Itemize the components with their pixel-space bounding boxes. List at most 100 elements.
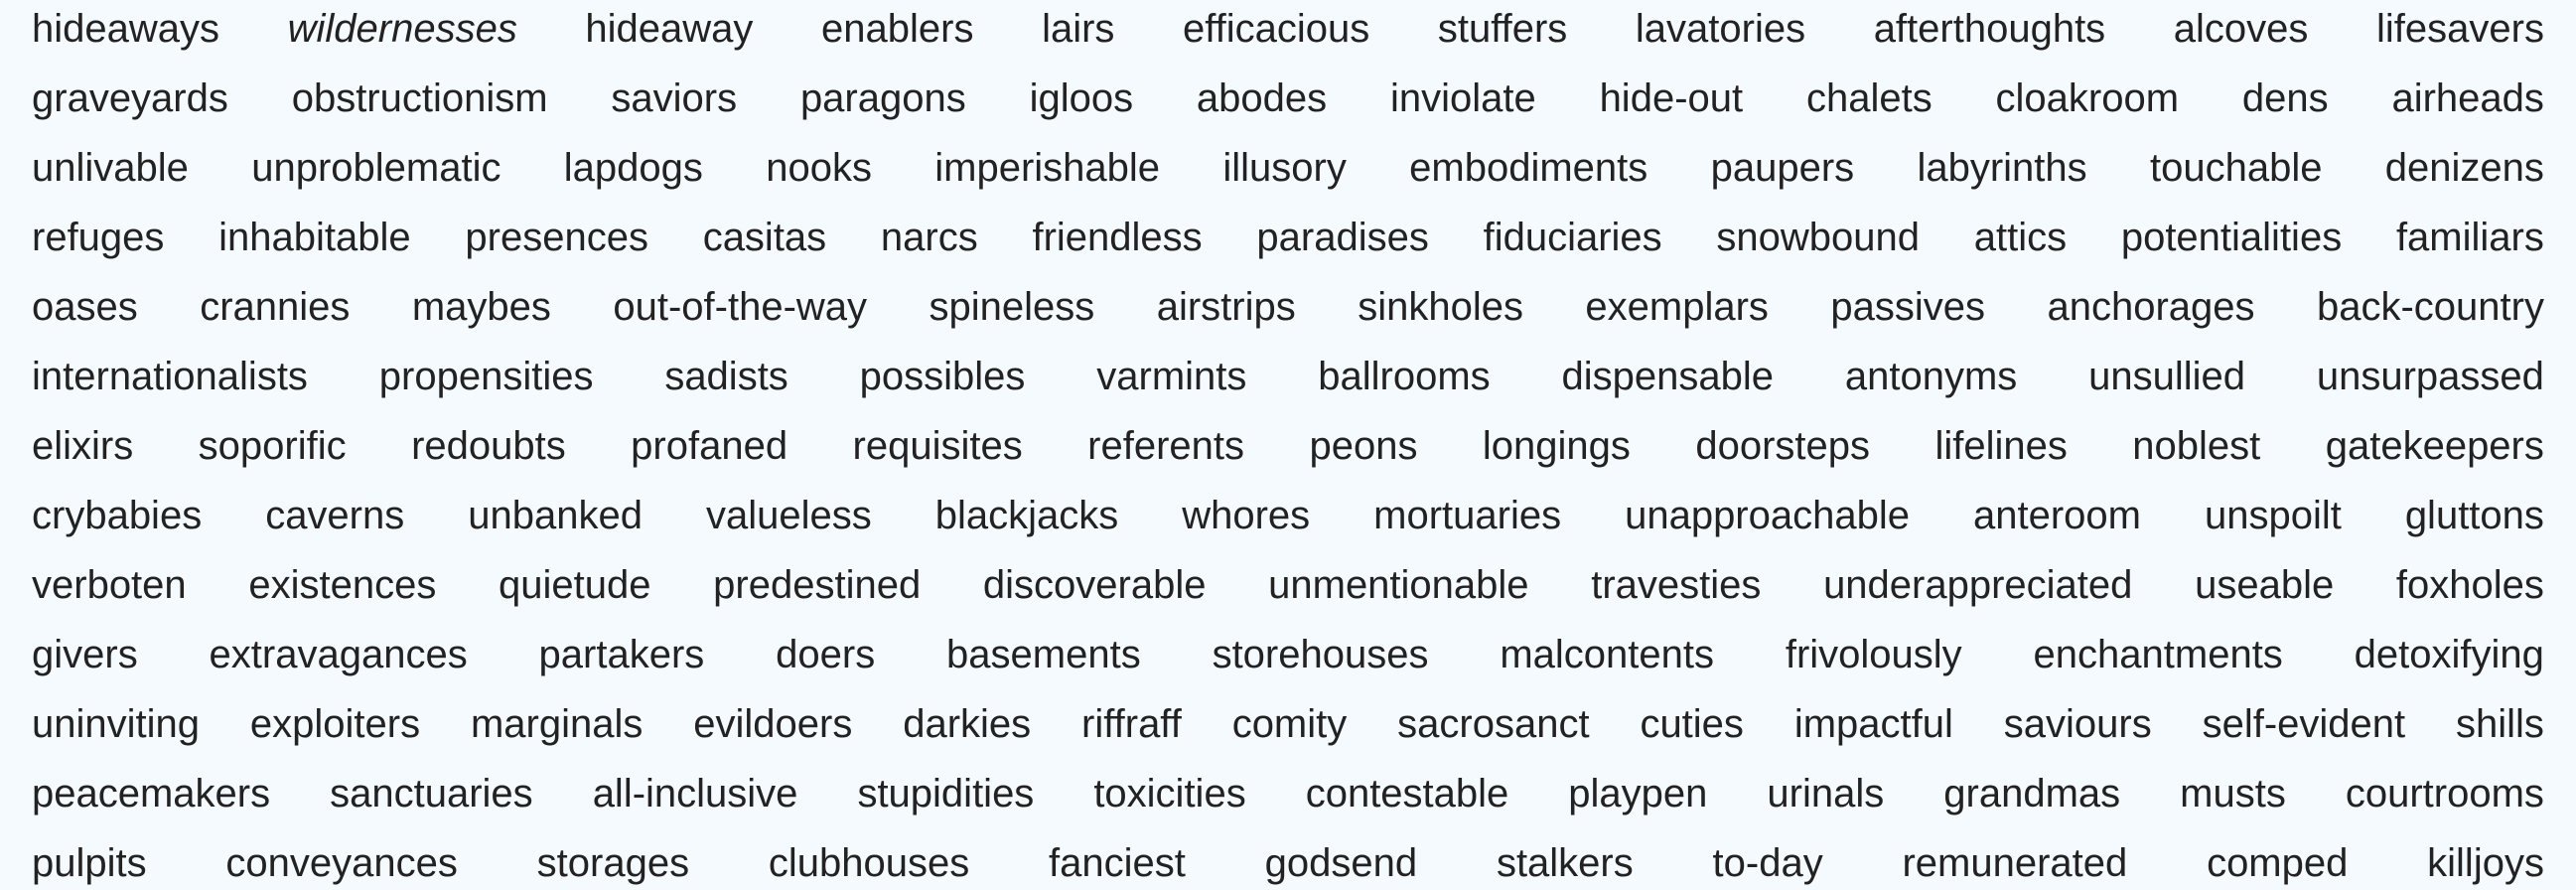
word: musts: [2180, 772, 2286, 816]
word: hide-out: [1599, 76, 1744, 120]
word: stupidities: [857, 772, 1035, 816]
word: impactful: [1793, 702, 1953, 746]
word: passives: [1830, 285, 1986, 329]
word: mortuaries: [1373, 494, 1562, 537]
word: obstructionism: [291, 76, 548, 120]
word: afterthoughts: [1873, 7, 2106, 51]
word-row: internationalists propensities sadists poss…: [32, 342, 2544, 411]
word-row: uninviting exploiters marginals evildoers da…: [32, 689, 2544, 759]
word: frivolously: [1785, 633, 1962, 676]
word: referents: [1087, 424, 1245, 468]
word: noblest: [2132, 424, 2261, 468]
word-row: elixirs soporific redoubts profaned requisit…: [32, 411, 2544, 481]
word: shills: [2456, 702, 2544, 746]
word: lavatories: [1635, 7, 1806, 51]
word: paradises: [1256, 216, 1429, 259]
word-row: graveyards obstructionism saviors paragons i…: [32, 64, 2544, 133]
word: comity: [1231, 702, 1348, 746]
word: enablers: [821, 7, 974, 51]
word-row: pulpits conveyances storages clubhouses fanc…: [32, 828, 2544, 890]
word: pulpits: [32, 841, 147, 885]
word: fiduciaries: [1483, 216, 1662, 259]
word: familiars: [2395, 216, 2544, 259]
word: darkies: [903, 702, 1032, 746]
word: oases: [32, 285, 138, 329]
word: paupers: [1710, 146, 1855, 190]
word: dispensable: [1561, 355, 1775, 398]
word: existences: [248, 563, 437, 607]
word: whores: [1182, 494, 1311, 537]
word: self-evident: [2202, 702, 2406, 746]
word: redoubts: [411, 424, 566, 468]
word: snowbound: [1716, 216, 1920, 259]
word: paragons: [799, 76, 966, 120]
word-row: hideaways wildernesses hideaway enablers lai…: [32, 0, 2544, 64]
word: maybes: [411, 285, 551, 329]
word: partakers: [538, 633, 705, 676]
word: unbanked: [468, 494, 643, 537]
word: unproblematic: [251, 146, 501, 190]
word: embodiments: [1409, 146, 1648, 190]
word: nooks: [766, 146, 872, 190]
word: exemplars: [1585, 285, 1769, 329]
word: illusory: [1222, 146, 1347, 190]
word-row: unlivable unproblematic lapdogs nooks imperi…: [32, 133, 2544, 203]
word: urinals: [1767, 772, 1885, 816]
word: narcs: [880, 216, 978, 259]
word: comped: [2207, 841, 2349, 885]
word: evildoers: [693, 702, 853, 746]
word: alcoves: [2173, 7, 2309, 51]
word: touchable: [2149, 146, 2323, 190]
word: refuges: [32, 216, 165, 259]
word: foxholes: [2395, 563, 2544, 607]
word: propensities: [378, 355, 594, 398]
word-row: verboten existences quietude predestined dis…: [32, 550, 2544, 620]
word: caverns: [265, 494, 405, 537]
word: gluttons: [2404, 494, 2544, 537]
word: all-inclusive: [592, 772, 798, 816]
word: possibles: [859, 355, 1026, 398]
word: graveyards: [32, 76, 228, 120]
word-row: peacemakers sanctuaries all-inclusive stupi…: [32, 759, 2544, 828]
word: peacemakers: [32, 772, 271, 816]
word: hideaway: [585, 7, 754, 51]
word: igloos: [1029, 76, 1134, 120]
word: inhabitable: [218, 216, 411, 259]
word: discoverable: [982, 563, 1207, 607]
word: unsurpassed: [2316, 355, 2544, 398]
word: elixirs: [32, 424, 134, 468]
word: unmentionable: [1268, 563, 1529, 607]
word: uninviting: [32, 702, 201, 746]
word: sadists: [664, 355, 788, 398]
word: blackjacks: [934, 494, 1119, 537]
word: varmints: [1096, 355, 1247, 398]
word: unlivable: [32, 146, 189, 190]
word: remunerated: [1902, 841, 2128, 885]
word: riffraff: [1081, 702, 1182, 746]
word: imperishable: [934, 146, 1161, 190]
word: to-day: [1712, 841, 1823, 885]
word: casitas: [702, 216, 827, 259]
word: back-country: [2316, 285, 2544, 329]
word: wildernesses: [287, 7, 517, 51]
word: saviours: [2003, 702, 2152, 746]
word: dens: [2241, 76, 2329, 120]
word: marginals: [470, 702, 644, 746]
word: lapdogs: [563, 146, 703, 190]
word: predestined: [713, 563, 922, 607]
word: stuffers: [1437, 7, 1568, 51]
word: profaned: [631, 424, 788, 468]
word: unsullied: [2088, 355, 2245, 398]
word: doorsteps: [1695, 424, 1871, 468]
word: fanciest: [1049, 841, 1186, 885]
word: enchantments: [2033, 633, 2283, 676]
word: travesties: [1591, 563, 1762, 607]
word: courtrooms: [2345, 772, 2544, 816]
word: inviolate: [1389, 76, 1536, 120]
word: airstrips: [1156, 285, 1296, 329]
word: storages: [536, 841, 690, 885]
word: stalkers: [1496, 841, 1634, 885]
word: contestable: [1305, 772, 1509, 816]
word-row: oases crannies maybes out-of-the-way spinele…: [32, 272, 2544, 342]
